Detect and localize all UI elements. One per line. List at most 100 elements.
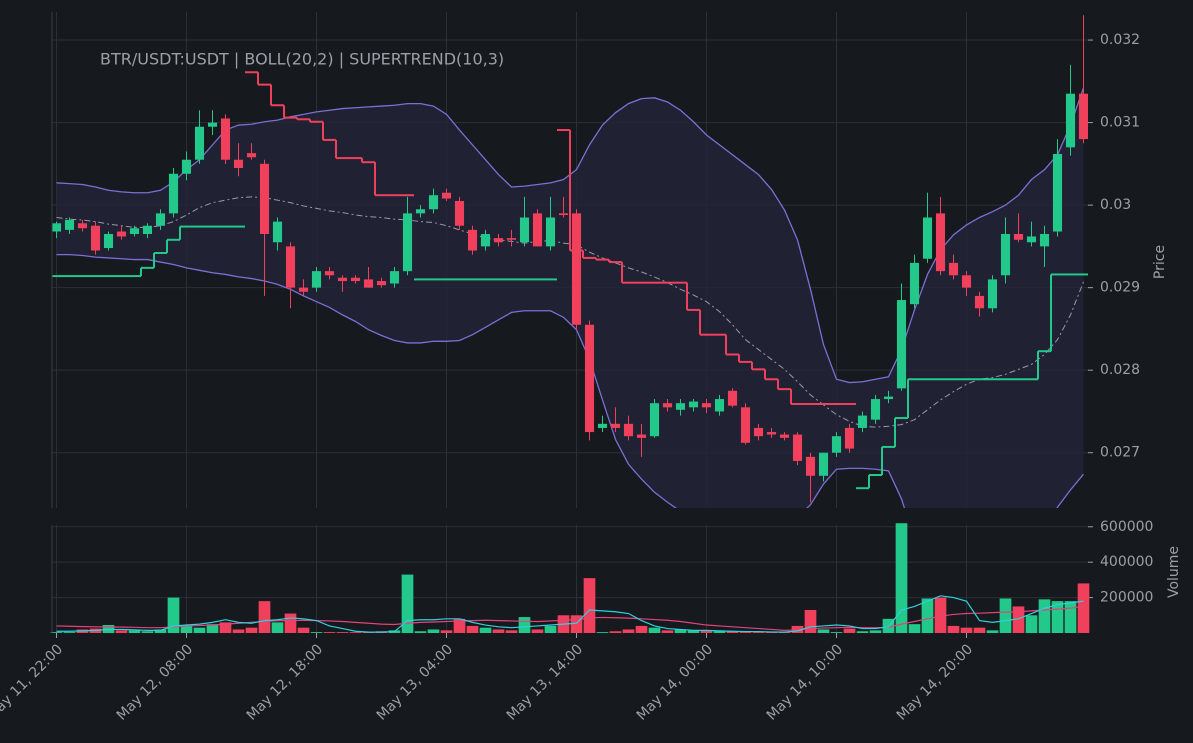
candle-body bbox=[285, 246, 296, 288]
candle-body bbox=[584, 324, 595, 433]
candle-body bbox=[350, 277, 361, 282]
y-tick-label: 0.031 bbox=[1100, 115, 1140, 131]
candle-body bbox=[727, 390, 738, 406]
candle-body bbox=[870, 399, 881, 420]
volume-bar bbox=[960, 627, 973, 633]
volume-bar bbox=[752, 632, 765, 633]
y-axis-label: Volume bbox=[1166, 546, 1182, 598]
volume-panel bbox=[50, 523, 1090, 633]
volume-bar bbox=[167, 597, 180, 633]
volume-bar bbox=[934, 597, 947, 633]
x-tick-label: May 12, 18:00 bbox=[244, 641, 326, 723]
candle-body bbox=[311, 271, 322, 288]
candle-body bbox=[987, 279, 998, 309]
candle-body bbox=[844, 427, 855, 449]
candle-body bbox=[376, 281, 387, 286]
volume-bar bbox=[908, 624, 921, 633]
volume-bar bbox=[1051, 601, 1064, 633]
volume-bar bbox=[414, 631, 427, 633]
band-middle bbox=[56, 196, 1084, 428]
volume-bar bbox=[518, 617, 531, 633]
candle-body bbox=[493, 238, 504, 243]
volume-bar bbox=[180, 625, 193, 633]
volume-bar bbox=[713, 631, 726, 633]
candle-body bbox=[77, 223, 88, 229]
band-line bbox=[56, 253, 1085, 508]
candle-body bbox=[116, 231, 127, 237]
candle-body bbox=[571, 213, 582, 325]
y-tick-label: 600000 bbox=[1100, 519, 1153, 535]
y-tick-label: 200000 bbox=[1100, 590, 1153, 606]
x-tick-label: May 13, 04:00 bbox=[374, 641, 456, 723]
volume-bar bbox=[128, 630, 141, 633]
volume-bar bbox=[141, 631, 154, 633]
y-tick-label: 0.03 bbox=[1100, 197, 1131, 213]
volume-bar bbox=[154, 629, 167, 633]
candle-body bbox=[818, 452, 829, 476]
candle-body bbox=[701, 403, 712, 408]
volume-bar bbox=[765, 632, 778, 633]
candle-body bbox=[90, 225, 101, 251]
candle-body bbox=[779, 434, 790, 438]
candle-body bbox=[857, 415, 868, 428]
volume-bar bbox=[843, 628, 856, 633]
x-tick-label: May 13, 14:00 bbox=[504, 641, 586, 723]
volume-bar bbox=[609, 631, 622, 633]
x-tick-label: May 11, 22:00 bbox=[0, 641, 66, 723]
y-axis-label: Price bbox=[1152, 245, 1168, 279]
y-tick-label: 0.032 bbox=[1100, 32, 1140, 48]
candle-body bbox=[259, 163, 270, 235]
volume-bar bbox=[661, 630, 674, 633]
volume-bar bbox=[336, 632, 349, 633]
volume-bar bbox=[349, 632, 362, 633]
candle-body bbox=[688, 401, 699, 408]
candle-body bbox=[792, 434, 803, 461]
volume-bar bbox=[973, 627, 986, 633]
candle-body bbox=[1052, 153, 1063, 232]
candle-body bbox=[142, 225, 153, 235]
candle-body bbox=[519, 217, 530, 243]
candle-body bbox=[1000, 234, 1011, 276]
candle-body bbox=[961, 275, 972, 288]
candle-body bbox=[558, 213, 569, 216]
volume-bar bbox=[505, 630, 518, 633]
candle-body bbox=[428, 195, 439, 210]
candle-body bbox=[610, 423, 621, 428]
candle-body bbox=[1026, 236, 1037, 243]
volume-bar bbox=[115, 630, 128, 633]
volume-bar bbox=[453, 618, 466, 633]
volume-bar bbox=[427, 629, 440, 633]
volume-bar bbox=[1038, 599, 1051, 633]
candle-body bbox=[389, 271, 400, 284]
volume-bar bbox=[674, 629, 687, 633]
volume-ma-line bbox=[56, 595, 1084, 633]
volume-bar bbox=[817, 629, 830, 633]
volume-bar bbox=[310, 632, 323, 633]
volume-bar bbox=[583, 578, 596, 633]
candle-body bbox=[246, 153, 257, 158]
candle-body bbox=[480, 234, 491, 247]
candle-body bbox=[636, 434, 647, 438]
candle-body bbox=[52, 223, 62, 232]
volume-bar bbox=[869, 630, 882, 633]
volume-bar bbox=[895, 523, 908, 633]
candle-body bbox=[597, 423, 608, 428]
candle-body bbox=[1078, 93, 1088, 140]
volume-bar bbox=[1064, 601, 1077, 633]
candle-body bbox=[805, 456, 816, 476]
volume-bar bbox=[284, 613, 297, 633]
volume-bar bbox=[219, 622, 232, 633]
x-tick-label: May 12, 08:00 bbox=[114, 641, 196, 723]
volume-bar bbox=[596, 632, 609, 633]
volume-bar bbox=[986, 630, 999, 633]
volume-bar bbox=[739, 632, 752, 633]
volume-bar bbox=[271, 622, 284, 633]
volume-bar bbox=[63, 632, 76, 633]
volume-bar bbox=[531, 629, 544, 633]
candle-body bbox=[740, 407, 751, 443]
volume-bar bbox=[1025, 615, 1038, 633]
candle-body bbox=[909, 262, 920, 305]
candle-body bbox=[272, 221, 283, 243]
volume-bar bbox=[1077, 583, 1090, 633]
volume-bar bbox=[726, 631, 739, 633]
